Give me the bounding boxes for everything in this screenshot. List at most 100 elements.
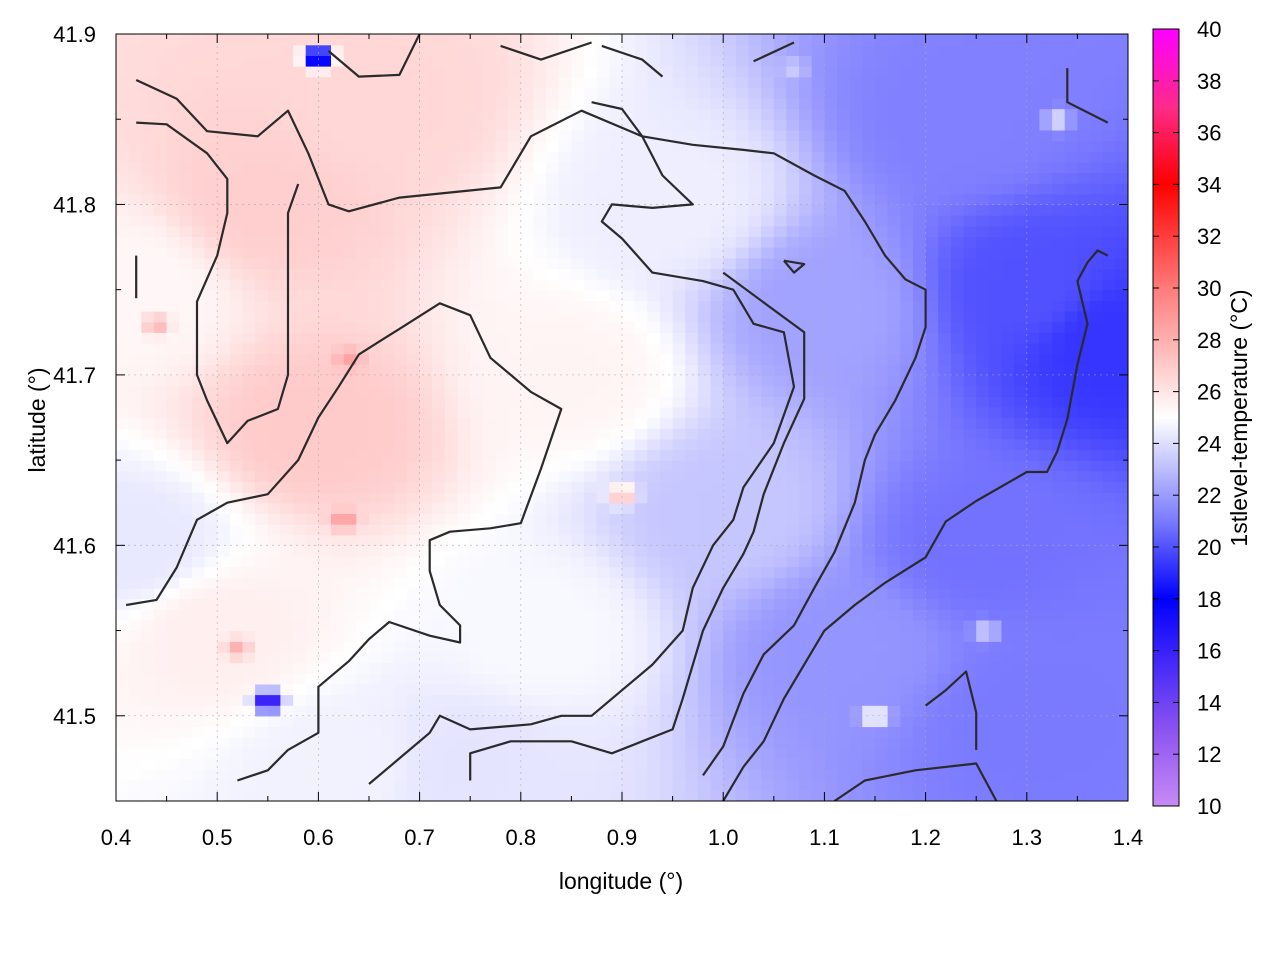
- heatmap-cell: [849, 556, 863, 568]
- heatmap-cell: [331, 364, 345, 376]
- heatmap-cell: [432, 311, 446, 323]
- heatmap-cell: [824, 55, 838, 67]
- heatmap-cell: [938, 651, 952, 664]
- heatmap-cell: [242, 460, 256, 472]
- heatmap-cell: [191, 55, 206, 67]
- heatmap-cell: [419, 460, 433, 472]
- heatmap-cell: [912, 374, 927, 387]
- heatmap-cell: [293, 577, 307, 589]
- heatmap-cell: [179, 524, 193, 536]
- heatmap-cell: [609, 364, 623, 376]
- heatmap-cell: [647, 556, 661, 568]
- heatmap-cell: [963, 609, 977, 621]
- heatmap-cell: [862, 758, 876, 770]
- heatmap-cell: [470, 257, 484, 269]
- heatmap-cell: [166, 108, 180, 120]
- heatmap-cell: [647, 779, 661, 791]
- heatmap-cell: [141, 513, 155, 525]
- heatmap-cell: [824, 268, 838, 280]
- heatmap-cell: [204, 215, 218, 227]
- heatmap-cell: [318, 651, 332, 664]
- heatmap-cell: [811, 502, 825, 514]
- heatmap-cell: [887, 449, 901, 461]
- heatmap-cell: [799, 289, 813, 301]
- heatmap-cell: [963, 332, 977, 344]
- heatmap-cell: [470, 545, 484, 557]
- heatmap-cell: [482, 311, 496, 323]
- heatmap-cell: [697, 279, 712, 291]
- heatmap-cell: [634, 364, 648, 376]
- heatmap-cell: [647, 364, 661, 376]
- heatmap-cell: [482, 470, 496, 483]
- heatmap-cell: [318, 119, 332, 131]
- heatmap-cell: [786, 289, 800, 301]
- heatmap-cell: [571, 215, 585, 227]
- heatmap-cell: [242, 151, 256, 163]
- heatmap-cell: [318, 726, 332, 738]
- heatmap-cell: [723, 673, 737, 685]
- heatmap-cell: [824, 321, 838, 333]
- heatmap-cell: [799, 108, 813, 120]
- heatmap-cell: [343, 161, 357, 174]
- heatmap-cell: [242, 55, 256, 67]
- heatmap-cell: [900, 396, 914, 408]
- heatmap-cell: [166, 683, 180, 696]
- heatmap-cell: [204, 769, 218, 781]
- heatmap-cell: [938, 289, 952, 301]
- heatmap-cell: [406, 747, 421, 759]
- heatmap-cell: [255, 396, 269, 408]
- heatmap-cell: [647, 406, 661, 419]
- heatmap-cell: [647, 609, 661, 621]
- heatmap-cell: [533, 353, 547, 365]
- heatmap-cell: [116, 460, 130, 472]
- heatmap-cell: [862, 662, 876, 674]
- heatmap-cell: [735, 705, 749, 717]
- heatmap-cell: [280, 587, 294, 600]
- heatmap-cell: [482, 247, 496, 259]
- heatmap-cell: [862, 289, 876, 301]
- heatmap-cell: [305, 364, 319, 376]
- heatmap-cell: [432, 630, 446, 642]
- heatmap-cell: [482, 449, 496, 461]
- heatmap-cell: [811, 332, 825, 344]
- heatmap-cell: [331, 524, 345, 536]
- heatmap-cell: [381, 587, 395, 600]
- heatmap-cell: [773, 183, 787, 195]
- heatmap-cell: [546, 66, 560, 78]
- heatmap-cell: [647, 715, 661, 728]
- heatmap-cell: [799, 641, 813, 653]
- heatmap-cell: [267, 470, 281, 483]
- heatmap-cell: [976, 151, 990, 163]
- heatmap-cell: [862, 385, 876, 397]
- heatmap-cell: [482, 662, 496, 674]
- heatmap-cell: [293, 630, 307, 642]
- heatmap-cell: [799, 534, 813, 546]
- heatmap-cell: [457, 566, 471, 578]
- heatmap-cell: [533, 161, 547, 174]
- heatmap-cell: [406, 289, 421, 301]
- heatmap-cell: [596, 193, 610, 206]
- heatmap-cell: [128, 332, 142, 344]
- heatmap-cell: [862, 161, 876, 174]
- heatmap-cell: [622, 534, 636, 546]
- heatmap-cell: [444, 460, 459, 472]
- heatmap-cell: [748, 619, 762, 632]
- heatmap-cell: [141, 556, 155, 568]
- heatmap-cell: [925, 769, 939, 781]
- heatmap-cell: [432, 747, 446, 759]
- heatmap-cell: [596, 321, 610, 333]
- heatmap-cell: [925, 257, 939, 269]
- heatmap-cell: [369, 556, 383, 568]
- heatmap-cell: [520, 257, 534, 269]
- heatmap-cell: [217, 247, 231, 259]
- heatmap-cell: [394, 279, 408, 291]
- heatmap-cell: [811, 449, 825, 461]
- heatmap-cell: [406, 385, 421, 397]
- heatmap-cell: [609, 87, 623, 99]
- heatmap-cell: [179, 193, 193, 206]
- heatmap-cell: [925, 428, 939, 440]
- heatmap-cell: [748, 215, 762, 227]
- heatmap-cell: [331, 630, 345, 642]
- heatmap-cell: [950, 619, 965, 632]
- heatmap-cell: [647, 534, 661, 546]
